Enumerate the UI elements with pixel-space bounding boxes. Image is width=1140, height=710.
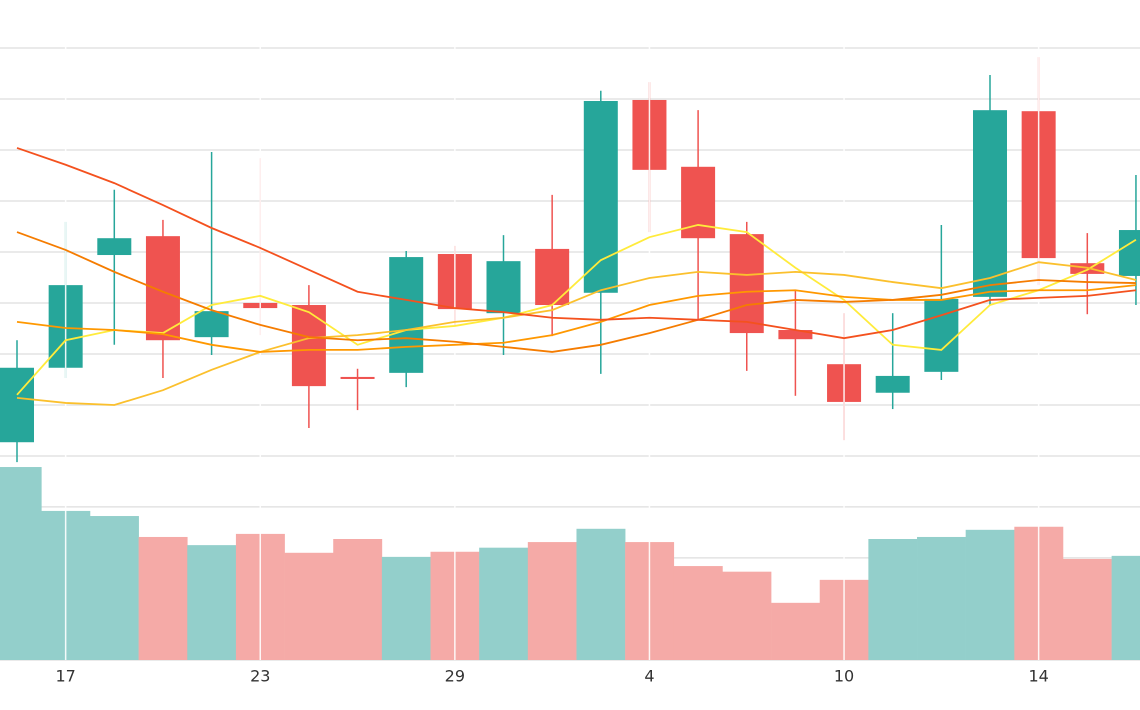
volume-bar (673, 566, 723, 660)
volume-bar (0, 467, 42, 660)
candle-body (973, 110, 1007, 297)
volume-bar (333, 539, 383, 660)
candle-body (389, 257, 424, 373)
candle-body (486, 261, 521, 314)
candle-body (583, 100, 618, 293)
moving-average (16, 284, 1137, 353)
candle-body (340, 376, 375, 379)
volume-bar (722, 571, 772, 660)
volume-bar (1062, 558, 1112, 660)
moving-average (16, 224, 1137, 396)
volume-bar (527, 542, 577, 660)
candle-body (291, 305, 326, 387)
candle-body (0, 367, 34, 443)
candle-body (97, 238, 132, 256)
x-tick-label: 10 (834, 667, 854, 686)
candle-body (875, 375, 910, 393)
moving-average (16, 147, 1137, 340)
volume-bar (138, 536, 188, 660)
candle-body (535, 248, 570, 306)
x-tick-label: 23 (250, 667, 270, 686)
candle-body (1118, 230, 1140, 276)
volume-bar (381, 556, 431, 660)
volume-bar (187, 545, 237, 660)
volume-bar (479, 547, 529, 660)
candle-body (194, 311, 229, 338)
volume-bar (917, 536, 966, 660)
volume-bar (1111, 555, 1140, 660)
volume-bar (284, 552, 334, 660)
candle-body (145, 236, 180, 341)
volume-bar (868, 539, 918, 660)
volume-bar (576, 528, 626, 660)
volume-bar (771, 602, 821, 660)
x-tick-label: 14 (1028, 667, 1048, 686)
lines (16, 147, 1137, 406)
candle-body (778, 330, 813, 340)
x-tick-label: 29 (445, 667, 465, 686)
candle-body (729, 234, 764, 334)
moving-average (16, 231, 1136, 353)
candle-body (924, 298, 959, 372)
moving-average (16, 261, 1137, 406)
volume-bar (965, 529, 1015, 660)
marks (0, 57, 1140, 660)
x-tick-label: 17 (55, 667, 75, 686)
volume-bar (89, 516, 139, 660)
x-tick-label: 4 (644, 667, 654, 686)
